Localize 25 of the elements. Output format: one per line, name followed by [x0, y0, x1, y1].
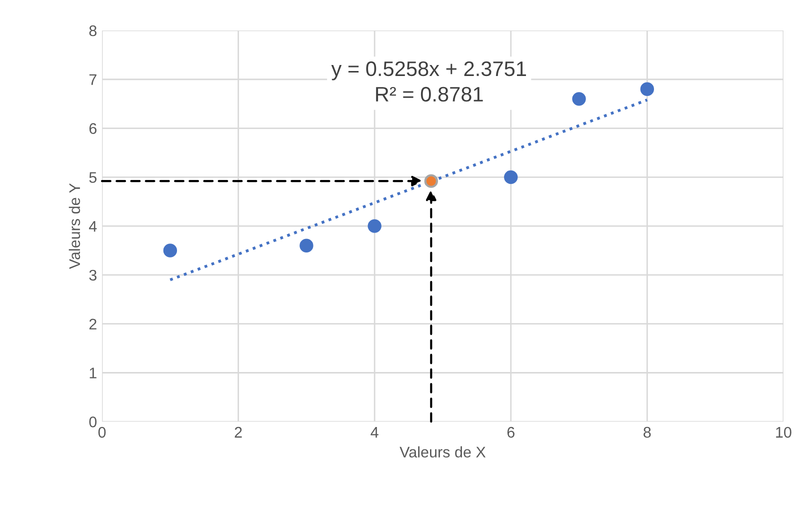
point — [368, 219, 382, 233]
x-tick-label: 10 — [776, 426, 792, 438]
y-tick-label: 5 — [89, 172, 97, 183]
y-tick-label: 7 — [89, 74, 96, 85]
x-tick-label: 2 — [234, 426, 242, 438]
x-tick-label: 4 — [370, 427, 378, 438]
y-tick-label: 8 — [89, 25, 96, 36]
x-tick-label: 8 — [644, 426, 651, 438]
point — [572, 92, 586, 106]
y-tick-label: 3 — [89, 270, 96, 281]
y-axis-title: Valeurs de Y — [68, 183, 80, 270]
annotation: y = 0.5258x + 2.3751 R² = 0.8781 — [331, 61, 526, 102]
y-tick-label: 1 — [90, 368, 96, 378]
x-tick-label: 6 — [507, 426, 514, 438]
x-axis-title: Valeurs de X — [400, 446, 486, 458]
point — [424, 174, 438, 188]
x-tick-label: 0 — [98, 426, 106, 438]
y-tick-label: 0 — [89, 416, 97, 428]
y-tick-label: 6 — [89, 123, 96, 134]
y-tick-label: 2 — [89, 318, 96, 330]
point — [640, 82, 654, 96]
point — [300, 238, 314, 252]
point — [504, 170, 518, 184]
y-tick-label: 4 — [89, 221, 97, 232]
point — [163, 244, 178, 258]
